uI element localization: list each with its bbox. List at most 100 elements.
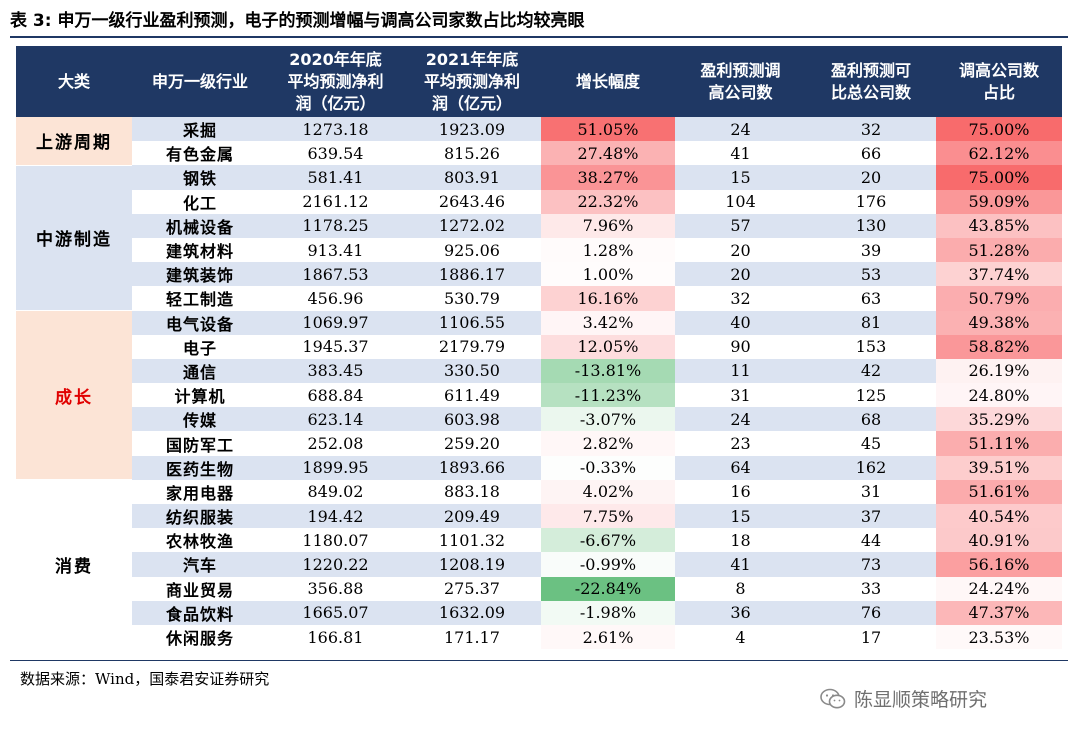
profit-2021-cell: 2179.79 [403, 334, 541, 359]
header-cell: 调高公司数 占比 [936, 46, 1062, 117]
table-body: 上游周期 采掘 1273.18 1923.09 51.05% 24 32 75.00% 有色金属… [16, 117, 1062, 650]
profit-2020-cell: 581.41 [268, 165, 403, 190]
growth-cell: -6.67% [541, 528, 675, 553]
raised-ratio-cell: 50.79% [936, 286, 1062, 311]
profit-2021-cell: 1893.66 [403, 455, 541, 480]
industry-cell: 机械设备 [132, 213, 268, 238]
total-count-cell: 125 [806, 383, 936, 408]
raised-ratio-cell: 40.91% [936, 528, 1062, 553]
raised-count-cell: 104 [675, 189, 806, 214]
table-row: 休闲服务 166.81 171.17 2.61% 4 17 23.53% [16, 624, 1062, 650]
profit-2021-cell: 925.06 [403, 237, 541, 263]
industry-cell: 轻工制造 [132, 286, 268, 311]
profit-2021-cell: 2643.46 [403, 189, 541, 214]
industry-cell: 食品饮料 [132, 600, 268, 625]
profit-2020-cell: 1273.18 [268, 117, 403, 142]
growth-cell: -0.33% [541, 455, 675, 480]
raised-count-cell: 4 [675, 624, 806, 650]
watermark: 陈显顺策略研究 [820, 685, 987, 712]
raised-count-cell: 20 [675, 262, 806, 287]
category-cell: 中游制造 [16, 165, 132, 312]
raised-count-cell: 36 [675, 600, 806, 625]
industry-cell: 计算机 [132, 383, 268, 408]
industry-cell: 通信 [132, 358, 268, 384]
table-row: 机械设备 1178.25 1272.02 7.96% 57 130 43.85% [16, 213, 1062, 238]
raised-ratio-cell: 39.51% [936, 455, 1062, 480]
growth-cell: -13.81% [541, 358, 675, 384]
source-note: 数据来源：Wind，国泰君安证券研究 [20, 670, 270, 688]
growth-cell: 1.28% [541, 237, 675, 263]
category-cell: 上游周期 [16, 117, 132, 166]
industry-cell: 建筑装饰 [132, 262, 268, 287]
profit-2021-cell: 603.98 [403, 407, 541, 432]
raised-count-cell: 57 [675, 213, 806, 238]
total-count-cell: 76 [806, 600, 936, 625]
header-line: 高公司数 [708, 82, 773, 102]
header-line: 盈利预测调 [700, 60, 781, 80]
total-count-cell: 130 [806, 213, 936, 238]
profit-2021-cell: 1272.02 [403, 213, 541, 238]
raised-ratio-cell: 37.74% [936, 262, 1062, 287]
category-cell: 成长 [16, 310, 132, 481]
table-row: 建筑材料 913.41 925.06 1.28% 20 39 51.28% [16, 237, 1062, 263]
raised-count-cell: 32 [675, 286, 806, 311]
raised-ratio-cell: 24.24% [936, 576, 1062, 601]
profit-2020-cell: 1665.07 [268, 600, 403, 625]
growth-cell: -11.23% [541, 383, 675, 408]
raised-count-cell: 64 [675, 455, 806, 480]
raised-ratio-cell: 75.00% [936, 117, 1062, 142]
profit-2021-cell: 259.20 [403, 431, 541, 456]
profit-2020-cell: 1069.97 [268, 310, 403, 335]
table-header-row: 大类 申万一级行业 2020年年底 平均预测净利 润（亿元） 2021年年底 平均预测净利润… [16, 46, 1062, 117]
wechat-icon [820, 688, 846, 708]
raised-ratio-cell: 56.16% [936, 552, 1062, 577]
header-cell: 盈利预测调 高公司数 [675, 46, 806, 117]
profit-2020-cell: 1867.53 [268, 262, 403, 287]
profit-2020-cell: 356.88 [268, 576, 403, 601]
table-title: 表 3: 申万一级行业盈利预测，电子的预测增幅与调高公司家数占比均较亮眼 [10, 11, 585, 31]
total-count-cell: 37 [806, 504, 936, 529]
profit-2021-cell: 1886.17 [403, 262, 541, 287]
table-row: 纺织服装 194.42 209.49 7.75% 15 37 40.54% [16, 504, 1062, 529]
header-line: 调高公司数 [958, 60, 1039, 80]
raised-ratio-cell: 58.82% [936, 334, 1062, 359]
growth-cell: 7.96% [541, 213, 675, 238]
profit-2021-cell: 803.91 [403, 165, 541, 190]
raised-ratio-cell: 49.38% [936, 310, 1062, 335]
total-count-cell: 33 [806, 576, 936, 601]
total-count-cell: 176 [806, 189, 936, 214]
raised-ratio-cell: 26.19% [936, 358, 1062, 384]
profit-2020-cell: 1899.95 [268, 455, 403, 480]
title-divider [10, 36, 1068, 38]
total-count-cell: 153 [806, 334, 936, 359]
header-cell: 2020年年底 平均预测净利 润（亿元） [268, 46, 403, 117]
industry-cell: 电气设备 [132, 310, 268, 335]
profit-2020-cell: 1180.07 [268, 528, 403, 553]
industry-cell: 电子 [132, 334, 268, 359]
header-cell: 盈利预测可 比总公司数 [806, 46, 936, 117]
profit-2021-cell: 883.18 [403, 479, 541, 504]
total-count-cell: 73 [806, 552, 936, 577]
profit-2020-cell: 194.42 [268, 504, 403, 529]
raised-count-cell: 41 [675, 552, 806, 577]
raised-ratio-cell: 47.37% [936, 600, 1062, 625]
industry-cell: 商业贸易 [132, 576, 268, 601]
profit-2020-cell: 252.08 [268, 431, 403, 456]
header-cell: 大类 [16, 46, 132, 117]
total-count-cell: 31 [806, 479, 936, 504]
profit-2020-cell: 383.45 [268, 358, 403, 384]
raised-count-cell: 40 [675, 310, 806, 335]
table-row: 消费 家用电器 849.02 883.18 4.02% 16 31 51.61% [16, 479, 1062, 650]
header-line: 2020年年底 [289, 49, 382, 69]
total-count-cell: 66 [806, 141, 936, 166]
raised-count-cell: 8 [675, 576, 806, 601]
header-line: 大类 [57, 71, 90, 91]
growth-cell: -22.84% [541, 576, 675, 601]
profit-2020-cell: 2161.12 [268, 189, 403, 214]
profit-2021-cell: 1106.55 [403, 310, 541, 335]
header-line: 2021年年底 [425, 49, 519, 69]
total-count-cell: 44 [806, 528, 936, 553]
raised-count-cell: 41 [675, 141, 806, 166]
profit-2020-cell: 1178.25 [268, 213, 403, 238]
profit-2021-cell: 815.26 [403, 141, 541, 166]
